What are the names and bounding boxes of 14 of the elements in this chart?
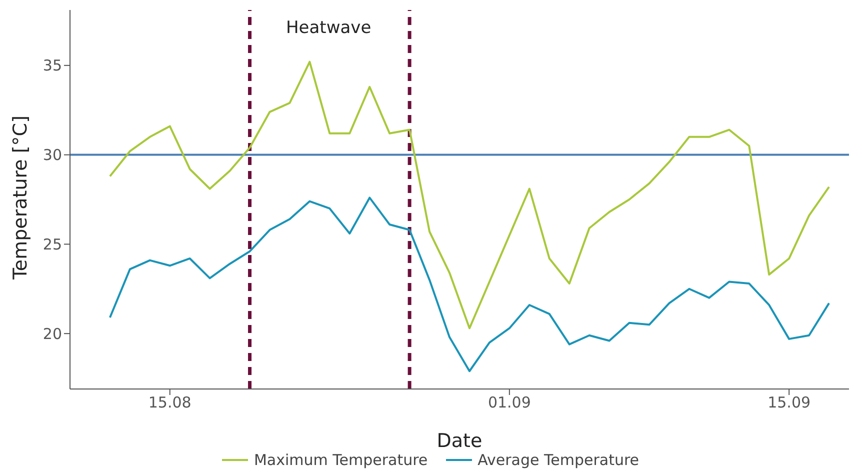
x-tick-label: 15.09 (768, 394, 811, 412)
x-tick-label: 15.08 (148, 394, 192, 412)
line-series (108, 60, 830, 330)
line-series (108, 196, 830, 372)
x-tick-label: 01.09 (488, 394, 531, 412)
y-tick-label: 35 (42, 56, 62, 75)
annotation: Heatwave (286, 18, 372, 38)
y-tick-label: 25 (42, 236, 62, 254)
legend-label: Maximum Temperature (252, 451, 428, 469)
legend-label: Average Temperature (476, 451, 640, 469)
x-axis-title: Date (436, 430, 482, 452)
y-axis-title: Temperature [°C] (10, 116, 32, 280)
y-tick-label: 20 (42, 324, 62, 343)
y-tick-label: 30 (42, 146, 62, 164)
